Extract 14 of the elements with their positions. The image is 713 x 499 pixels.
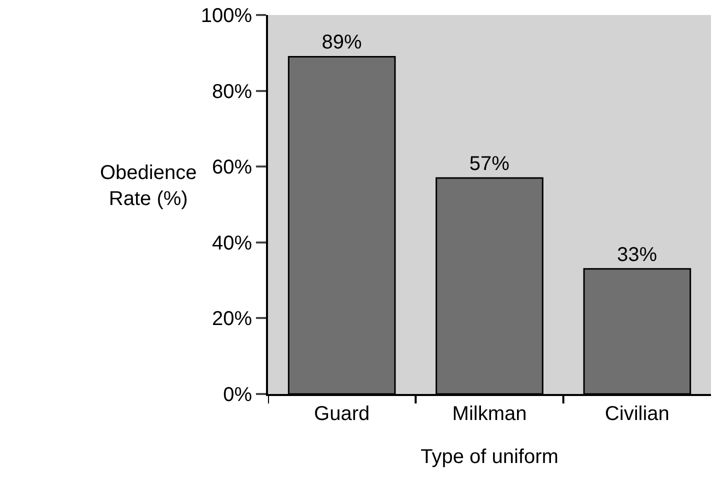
y-axis-title: Obedience Rate (%)	[100, 162, 197, 210]
x-tick-label: Milkman	[452, 403, 527, 425]
y-tick-label: 80%	[212, 80, 252, 103]
y-tick-label: 20%	[212, 308, 252, 330]
y-tick-label: 40%	[212, 232, 252, 254]
x-tick-label: Guard	[314, 403, 370, 425]
data-label: 57%	[469, 152, 510, 175]
y-tick-label: 100%	[200, 5, 252, 27]
data-label: 33%	[617, 244, 658, 266]
data-label: 89%	[322, 32, 362, 54]
x-tick-label: Civilian	[604, 403, 670, 425]
x-axis-title: Type of uniform	[420, 446, 558, 468]
y-tick-label: 0%	[223, 384, 252, 406]
y-tick-label: 60%	[212, 156, 252, 179]
